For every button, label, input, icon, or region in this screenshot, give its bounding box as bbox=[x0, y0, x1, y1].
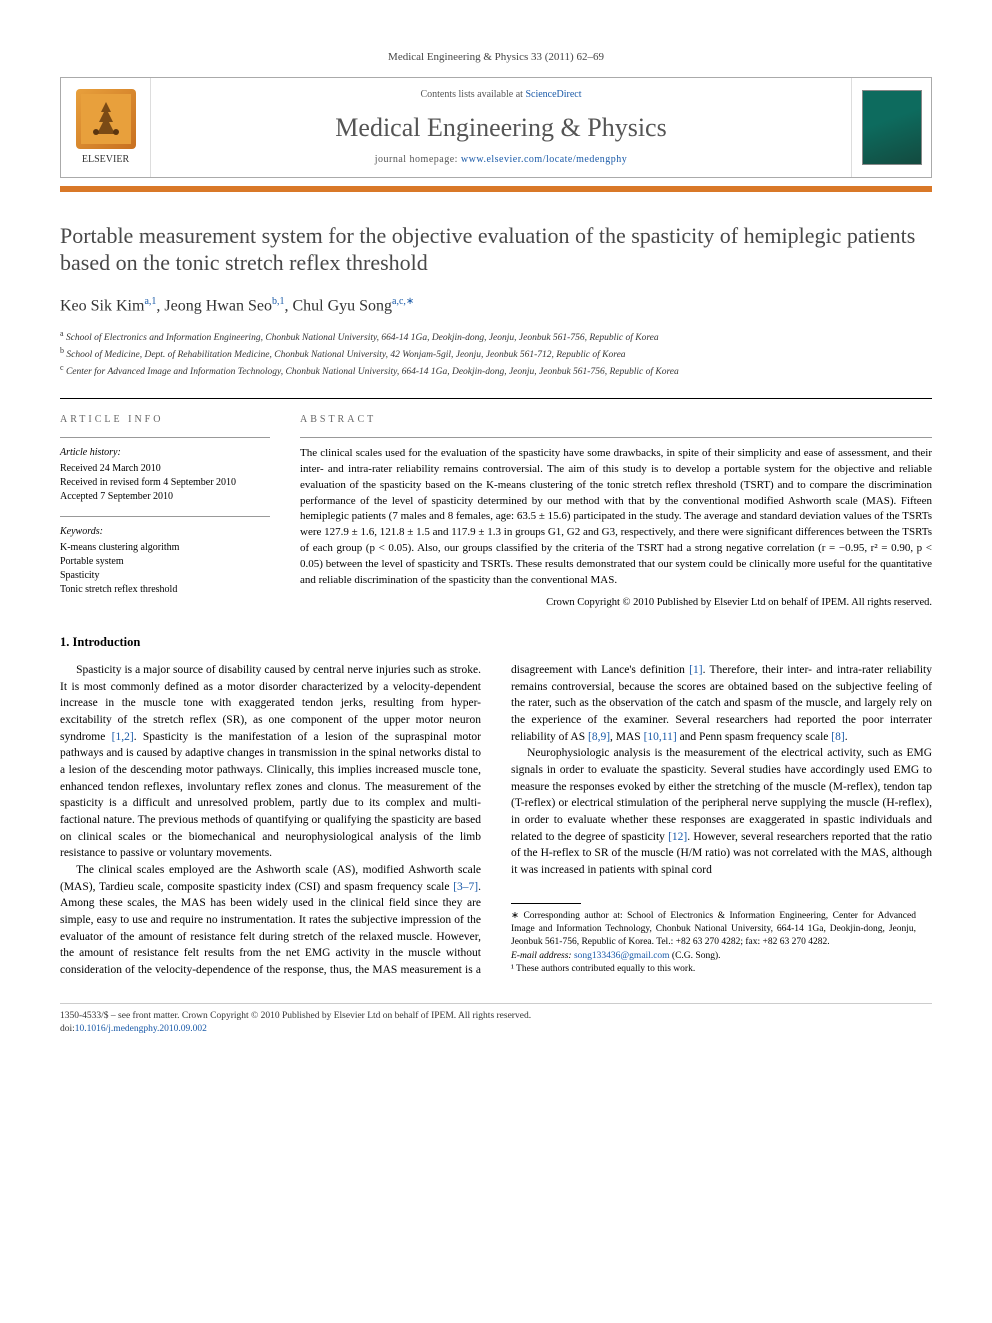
intro-paragraph-3: Neurophysiologic analysis is the measure… bbox=[511, 745, 932, 878]
abstract-column: abstract The clinical scales used for th… bbox=[300, 413, 932, 611]
email-footnote: E-mail address: song133436@gmail.com (C.… bbox=[511, 950, 916, 963]
abstract-copyright: Crown Copyright © 2010 Published by Else… bbox=[300, 595, 932, 610]
abstract-heading: abstract bbox=[300, 413, 932, 427]
orange-divider bbox=[60, 186, 932, 192]
article-info-column: article info Article history: Received 2… bbox=[60, 413, 270, 611]
introduction-section: 1. Introduction Spasticity is a major so… bbox=[60, 634, 932, 978]
equal-contribution-footnote: ¹ These authors contributed equally to t… bbox=[511, 963, 916, 976]
article-history-block: Article history: Received 24 March 2010R… bbox=[60, 437, 270, 504]
section-1-heading: 1. Introduction bbox=[60, 634, 932, 652]
article-title: Portable measurement system for the obje… bbox=[60, 222, 932, 277]
front-matter-line: 1350-4533/$ – see front matter. Crown Co… bbox=[60, 1010, 932, 1023]
running-header: Medical Engineering & Physics 33 (2011) … bbox=[60, 50, 932, 65]
article-info-heading: article info bbox=[60, 413, 270, 427]
contents-prefix: Contents lists available at bbox=[420, 89, 525, 100]
publisher-name: ELSEVIER bbox=[82, 153, 129, 167]
sciencedirect-link[interactable]: ScienceDirect bbox=[525, 89, 581, 100]
email-suffix: (C.G. Song). bbox=[670, 951, 721, 961]
doi-line: doi:10.1016/j.medengphy.2010.09.002 bbox=[60, 1023, 932, 1036]
email-link[interactable]: song133436@gmail.com bbox=[574, 951, 670, 961]
keyword-item: Tonic stretch reflex threshold bbox=[60, 583, 270, 597]
elsevier-tree-icon bbox=[76, 89, 136, 149]
footnotes-block: ∗ Corresponding author at: School of Ele… bbox=[511, 910, 916, 976]
history-line: Received 24 March 2010 bbox=[60, 462, 270, 476]
affiliations-list: a School of Electronics and Information … bbox=[60, 328, 932, 380]
journal-homepage-line: journal homepage: www.elsevier.com/locat… bbox=[375, 153, 628, 167]
journal-title-cell: Contents lists available at ScienceDirec… bbox=[151, 78, 851, 176]
keyword-item: K-means clustering algorithm bbox=[60, 541, 270, 555]
keyword-item: Portable system bbox=[60, 555, 270, 569]
history-line: Received in revised form 4 September 201… bbox=[60, 476, 270, 490]
abstract-text: The clinical scales used for the evaluat… bbox=[300, 437, 932, 611]
affiliation-item: b School of Medicine, Dept. of Rehabilit… bbox=[60, 345, 932, 362]
journal-cover-cell bbox=[851, 78, 931, 176]
affiliation-item: c Center for Advanced Image and Informat… bbox=[60, 362, 932, 379]
email-label: E-mail address: bbox=[511, 951, 574, 961]
publisher-logo-cell: ELSEVIER bbox=[61, 78, 151, 176]
keywords-block: Keywords: K-means clustering algorithmPo… bbox=[60, 516, 270, 597]
keyword-item: Spasticity bbox=[60, 569, 270, 583]
homepage-prefix: journal homepage: bbox=[375, 154, 461, 165]
author-list: Keo Sik Kima,1, Jeong Hwan Seob,1, Chul … bbox=[60, 295, 932, 318]
history-line: Accepted 7 September 2010 bbox=[60, 490, 270, 504]
page-footer: 1350-4533/$ – see front matter. Crown Co… bbox=[60, 1003, 932, 1037]
intro-paragraph-1: Spasticity is a major source of disabili… bbox=[60, 662, 481, 862]
footnote-rule bbox=[511, 903, 581, 904]
keywords-title: Keywords: bbox=[60, 525, 270, 539]
journal-header-box: ELSEVIER Contents lists available at Sci… bbox=[60, 77, 932, 177]
doi-label: doi: bbox=[60, 1024, 75, 1034]
abstract-body: The clinical scales used for the evaluat… bbox=[300, 447, 932, 587]
body-two-column: Spasticity is a major source of disabili… bbox=[60, 662, 932, 979]
doi-link[interactable]: 10.1016/j.medengphy.2010.09.002 bbox=[75, 1024, 207, 1034]
article-history-title: Article history: bbox=[60, 446, 270, 460]
journal-title: Medical Engineering & Physics bbox=[335, 110, 666, 146]
contents-available-line: Contents lists available at ScienceDirec… bbox=[420, 88, 581, 102]
journal-cover-thumbnail bbox=[862, 90, 922, 165]
affiliation-item: a School of Electronics and Information … bbox=[60, 328, 932, 345]
journal-homepage-link[interactable]: www.elsevier.com/locate/medengphy bbox=[461, 154, 627, 165]
corresponding-author-footnote: ∗ Corresponding author at: School of Ele… bbox=[511, 910, 916, 950]
